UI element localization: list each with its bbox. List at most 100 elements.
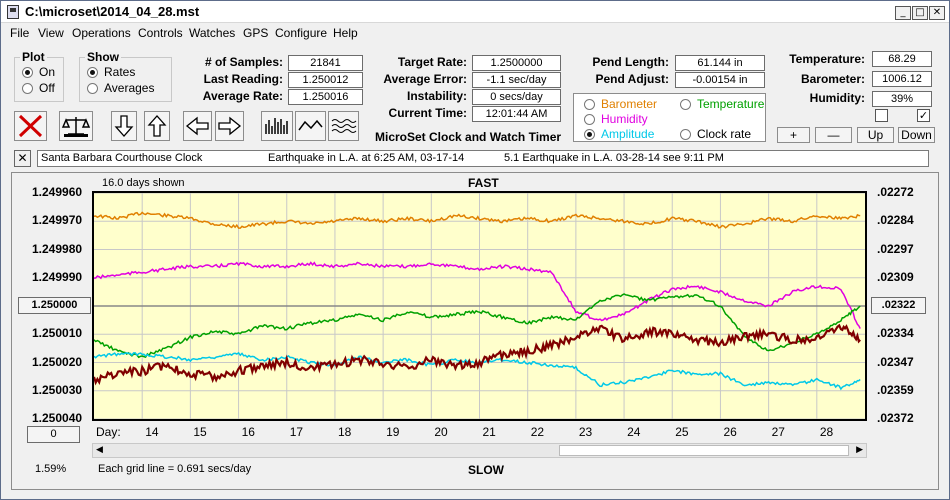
y-right-tick-label[interactable]: .02322 <box>871 297 926 314</box>
clear-button[interactable] <box>14 111 47 141</box>
plot-off-radio[interactable]: Off <box>22 81 55 95</box>
scale-up-button[interactable]: Up <box>857 127 894 143</box>
y-right-tick-label: .02272 <box>877 185 914 199</box>
up-arrow-button[interactable] <box>144 111 170 141</box>
close-button[interactable]: ✕ <box>929 6 945 20</box>
y-left-tick-label: 1.250040 <box>32 411 83 425</box>
overlay-barometer-radio[interactable]: Barometer <box>584 97 657 111</box>
humidity-value: 39% <box>872 91 932 107</box>
horizontal-scrollbar[interactable]: ◀ ▶ <box>92 443 867 458</box>
series-line <box>92 323 861 386</box>
menu-operations[interactable]: Operations <box>72 26 131 40</box>
fast-label: FAST <box>468 176 499 190</box>
x-tick-label: 27 <box>771 425 785 439</box>
show-group-title: Show <box>85 50 121 64</box>
radio-dot <box>22 82 33 94</box>
scroll-right-icon[interactable]: ▶ <box>856 445 863 455</box>
smooth-button[interactable] <box>328 111 359 141</box>
current-time-value: 12:01:44 AM <box>472 106 561 122</box>
y-left-tick-label: 1.249990 <box>32 269 83 284</box>
y-right-tick-label: .02309 <box>877 269 914 284</box>
pend-length-value: 61.144 in <box>675 55 765 71</box>
overlay-temperature-radio[interactable]: Temperature <box>680 97 764 111</box>
rate-plot[interactable] <box>92 191 867 421</box>
menu-help[interactable]: Help <box>333 26 358 40</box>
scale-minus-button[interactable]: — <box>815 127 852 143</box>
y-left-tick-label: 1.249970 <box>32 213 83 228</box>
histogram-button[interactable] <box>261 111 293 141</box>
notes-close-button[interactable]: ✕ <box>14 150 31 167</box>
scroll-thumb[interactable] <box>559 445 849 456</box>
menu-configure[interactable]: Configure <box>275 26 328 40</box>
notes-item: Earthquake in L.A. at 6:25 AM, 03-17-14 <box>268 152 465 164</box>
right-checkbox[interactable]: ✓ <box>917 109 930 122</box>
x-tick-label: 28 <box>819 425 834 439</box>
slow-label: SLOW <box>468 463 504 477</box>
target-rate-value[interactable]: 1.2500000 <box>472 55 561 71</box>
wave-button[interactable] <box>295 111 326 141</box>
plot-on-radio[interactable]: On <box>22 65 55 79</box>
menu-gps[interactable]: GPS <box>243 26 269 40</box>
show-rates-radio[interactable]: Rates <box>87 65 135 79</box>
zero-button[interactable]: 0 <box>27 426 80 443</box>
pend-length-label: Pend Length: <box>592 55 669 69</box>
x-tick-label: 20 <box>434 425 448 439</box>
minimize-button[interactable]: _ <box>895 6 911 20</box>
y-right-tick-label: .02284 <box>877 213 914 228</box>
instability-value: 0 secs/day <box>472 89 561 105</box>
overlay-selector: Barometer Temperature Humidity Amplitude… <box>573 93 766 142</box>
scale-down-button[interactable]: Down <box>898 127 935 143</box>
left-checkbox[interactable] <box>875 109 888 122</box>
x-tick-label: 19 <box>386 425 400 439</box>
y-left-tick-label[interactable]: 1.250000 <box>18 297 91 314</box>
x-tick-label: 25 <box>675 425 689 439</box>
noise-icon <box>331 119 357 133</box>
radio-dot <box>584 128 595 140</box>
notes-bar[interactable]: Santa Barbara Courthouse Clock Earthquak… <box>37 150 929 167</box>
menu-file[interactable]: File <box>10 26 30 40</box>
notes-item: Santa Barbara Courthouse Clock <box>41 152 203 164</box>
barometer-value: 1006.12 <box>872 71 932 87</box>
show-rates-label: Rates <box>104 65 136 79</box>
show-averages-label: Averages <box>104 81 155 95</box>
right-arrow-button[interactable] <box>215 111 244 141</box>
wave-icon <box>298 119 323 131</box>
series-line <box>93 261 861 329</box>
arrow-down-icon <box>114 115 134 137</box>
menu-watches[interactable]: Watches <box>189 26 236 40</box>
x-tick-label: 26 <box>723 425 737 439</box>
balance-icon <box>61 117 91 137</box>
app-caption: MicroSet Clock and Watch Timer <box>375 130 562 144</box>
target-rate-label: Target Rate: <box>397 55 467 69</box>
overlay-barometer-label: Barometer <box>601 97 658 111</box>
pend-adjust-label: Pend Adjust: <box>595 72 669 86</box>
x-tick-label: 22 <box>530 425 545 439</box>
plot-group-title: Plot <box>20 50 47 64</box>
left-arrow-button[interactable] <box>183 111 212 141</box>
x-tick-label: 14 <box>145 425 159 439</box>
radio-dot <box>87 82 98 94</box>
scale-plus-button[interactable]: + <box>777 127 810 143</box>
overlay-amplitude-radio[interactable]: Amplitude <box>584 127 654 141</box>
zoom-percent: 1.59% <box>35 463 67 475</box>
x-tick-label: 18 <box>337 425 352 439</box>
menu-controls[interactable]: Controls <box>138 26 183 40</box>
plot-off-label: Off <box>39 81 55 95</box>
overlay-amplitude-label: Amplitude <box>601 127 655 141</box>
humidity-label: Humidity: <box>809 91 865 105</box>
scroll-left-icon[interactable]: ◀ <box>96 445 103 455</box>
arrow-up-icon <box>147 115 167 137</box>
overlay-clockrate-radio[interactable]: Clock rate <box>680 127 751 141</box>
menu-view[interactable]: View <box>38 26 64 40</box>
y-left-tick-label: 1.250030 <box>32 382 83 397</box>
y-left-tick-label: 1.250010 <box>32 326 83 341</box>
maximize-button[interactable]: □ <box>912 6 928 20</box>
show-group: Show <box>79 50 172 102</box>
show-averages-radio[interactable]: Averages <box>87 81 154 95</box>
down-arrow-button[interactable] <box>111 111 137 141</box>
histogram-icon <box>265 118 288 134</box>
x-tick-label: 24 <box>627 425 641 439</box>
balance-button[interactable] <box>59 111 93 141</box>
radio-dot <box>22 66 33 78</box>
overlay-humidity-radio[interactable]: Humidity <box>584 112 648 126</box>
